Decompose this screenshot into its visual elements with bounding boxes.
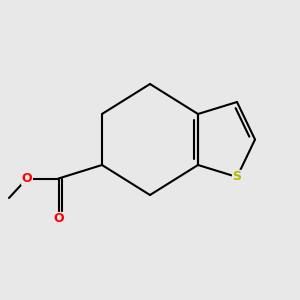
Text: S: S <box>232 170 242 184</box>
Text: O: O <box>22 172 32 185</box>
Text: O: O <box>53 212 64 226</box>
